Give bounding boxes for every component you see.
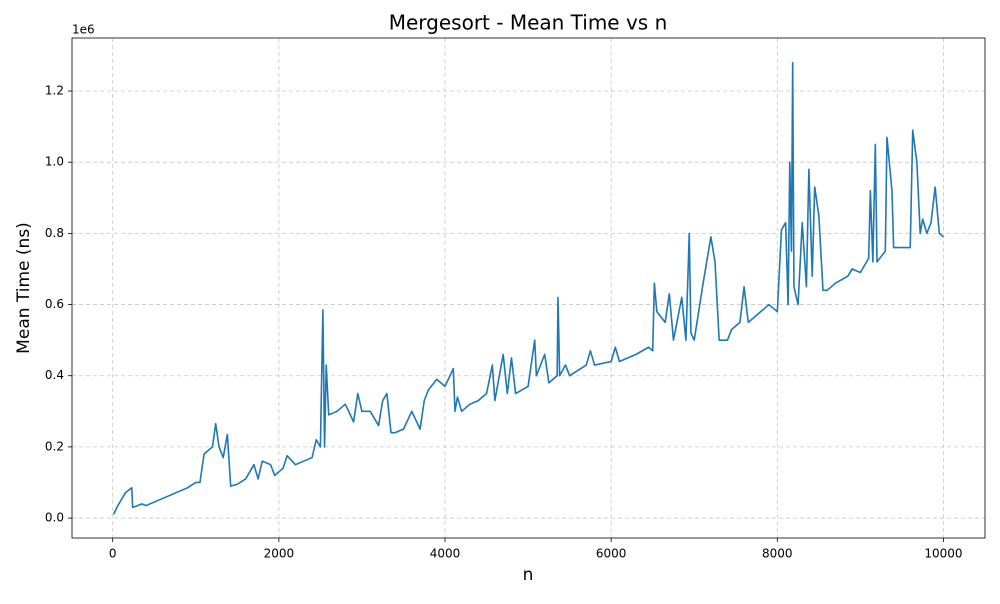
y-offset-label: 1e6 [72, 23, 95, 37]
x-tick-label: 2000 [264, 547, 295, 561]
x-tick-label: 8000 [762, 547, 793, 561]
x-tick-label: 0 [109, 547, 117, 561]
y-tick-label: 0.8 [45, 226, 64, 240]
chart-title: Mergesort - Mean Time vs n [389, 11, 668, 35]
y-axis-label: Mean Time (ns) [14, 222, 34, 354]
x-axis-label: n [523, 565, 534, 585]
y-tick-label: 0.2 [45, 439, 64, 453]
x-tick-label: 6000 [596, 547, 627, 561]
x-tick-label: 4000 [430, 547, 461, 561]
y-tick-label: 0.6 [45, 297, 64, 311]
y-tick-label: 0.4 [45, 368, 64, 382]
plot-frame [71, 37, 986, 539]
y-tick-label: 0.0 [45, 511, 64, 525]
y-tick-label: 1.0 [45, 155, 64, 169]
data-line [112, 61, 944, 515]
y-tick-label: 1.2 [45, 84, 64, 98]
x-tick-label: 10000 [924, 547, 962, 561]
